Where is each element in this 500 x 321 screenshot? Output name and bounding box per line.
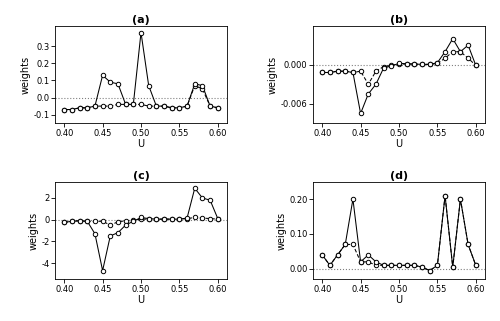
X-axis label: U: U	[396, 139, 402, 149]
Y-axis label: weights: weights	[268, 56, 278, 93]
Title: (b): (b)	[390, 15, 408, 25]
Title: (c): (c)	[132, 171, 150, 181]
Title: (d): (d)	[390, 171, 408, 181]
X-axis label: U: U	[138, 295, 144, 305]
X-axis label: U: U	[396, 295, 402, 305]
X-axis label: U: U	[138, 139, 144, 149]
Y-axis label: weights: weights	[276, 212, 286, 249]
Y-axis label: weights: weights	[28, 212, 38, 249]
Title: (a): (a)	[132, 15, 150, 25]
Y-axis label: weights: weights	[20, 56, 30, 93]
